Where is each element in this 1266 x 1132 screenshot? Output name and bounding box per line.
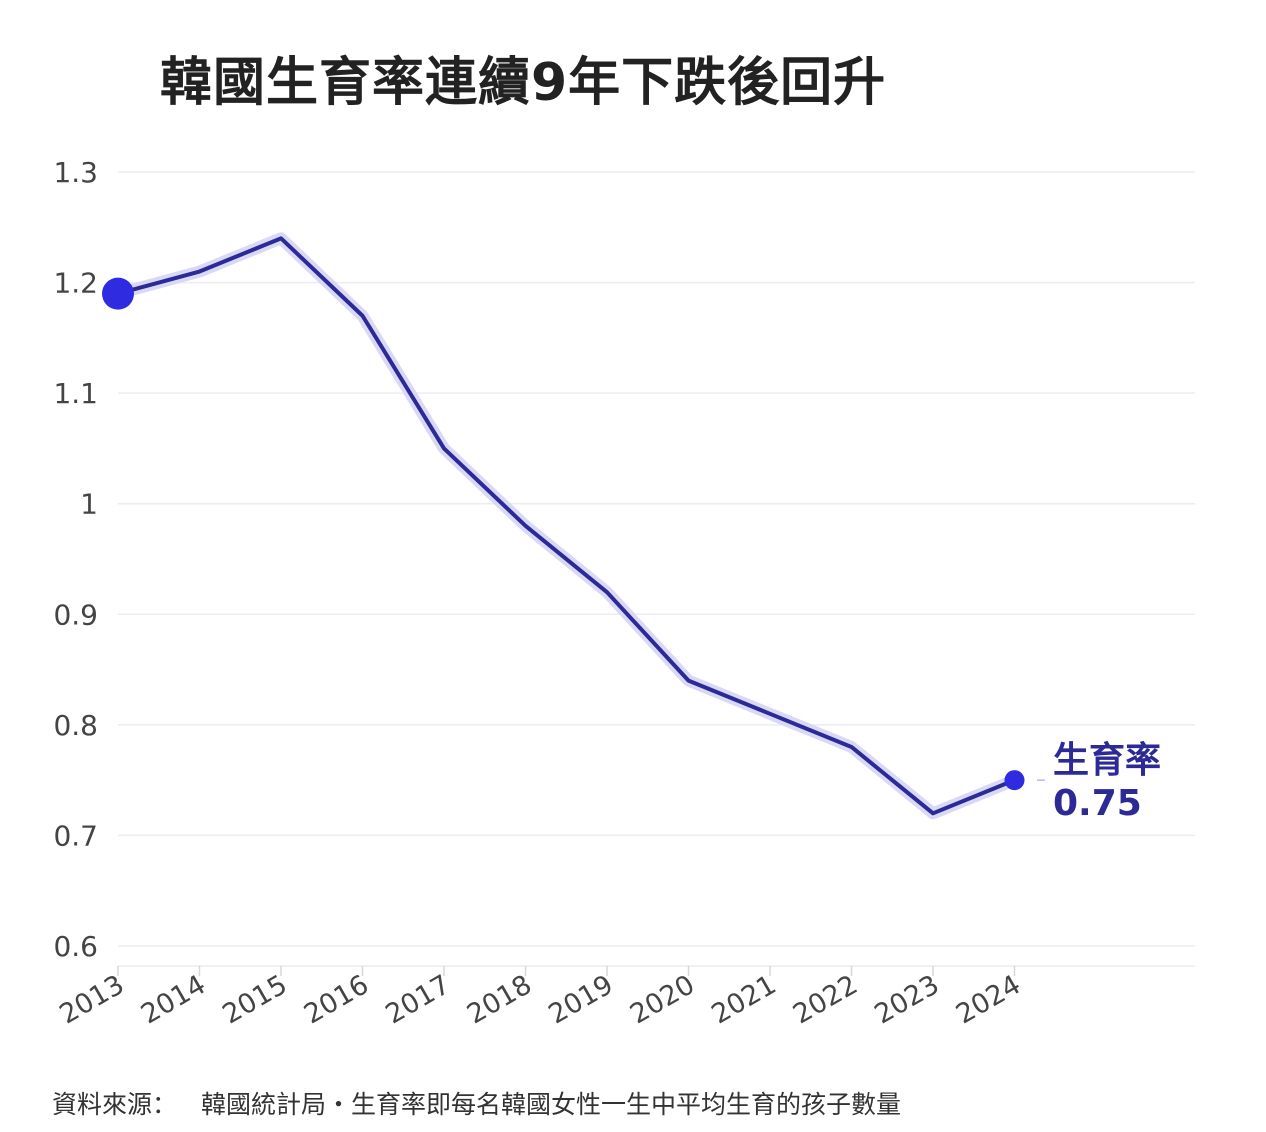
x-tick-label: 2021: [706, 969, 781, 1030]
y-tick-label: 1.2: [53, 267, 98, 300]
x-tick-label: 2022: [788, 969, 863, 1030]
source-text: 韓國統計局・生育率即每名韓國女性一生中平均生育的孩子數量: [201, 1090, 902, 1119]
y-tick-label: 0.6: [53, 930, 98, 963]
y-tick-label: 1.1: [53, 377, 98, 410]
y-tick-label: 1.3: [53, 156, 98, 189]
end-label-series-name: 生育率: [1053, 740, 1161, 781]
x-tick-label: 2014: [136, 969, 211, 1030]
y-tick-label: 0.9: [53, 598, 98, 631]
series-start-point: [102, 277, 134, 310]
y-tick-label: 0.7: [53, 819, 98, 852]
x-tick-label: 2018: [462, 969, 537, 1030]
end-label-value: 0.75: [1053, 783, 1142, 824]
source-label: 資料來源：: [52, 1090, 178, 1119]
x-tick-label: 2019: [543, 969, 618, 1030]
y-tick-label: 0.8: [53, 709, 98, 742]
x-tick-label: 2016: [299, 969, 374, 1030]
grid-lines: [117, 171, 1195, 976]
x-tick-label: 2015: [217, 969, 292, 1030]
x-tick-label: 2020: [625, 969, 700, 1030]
x-axis-tick-labels: 2013 2014 2015 2016 2017 2018 2019 2020 2021 2022…: [54, 969, 1026, 1030]
source-note: 資料來源： 韓國統計局・生育率即每名韓國女性一生中平均生育的孩子數量: [52, 1085, 901, 1121]
x-tick-label: 2017: [380, 969, 455, 1030]
x-tick-label: 2024: [951, 969, 1026, 1030]
series-line-group: [102, 232, 1025, 820]
series-end-point: [1004, 770, 1025, 791]
y-axis-tick-labels: 1.3 1.2 1.1 1 0.9 0.8 0.7 0.6: [53, 156, 98, 963]
y-tick-label: 1: [80, 488, 98, 521]
chart-title: 韓國生育率連續9年下跌後回升: [160, 53, 887, 113]
series-line-glow: [112, 232, 1021, 820]
x-tick-label: 2023: [869, 969, 944, 1030]
x-tick-label: 2013: [54, 969, 129, 1030]
series-line: [116, 236, 1017, 816]
